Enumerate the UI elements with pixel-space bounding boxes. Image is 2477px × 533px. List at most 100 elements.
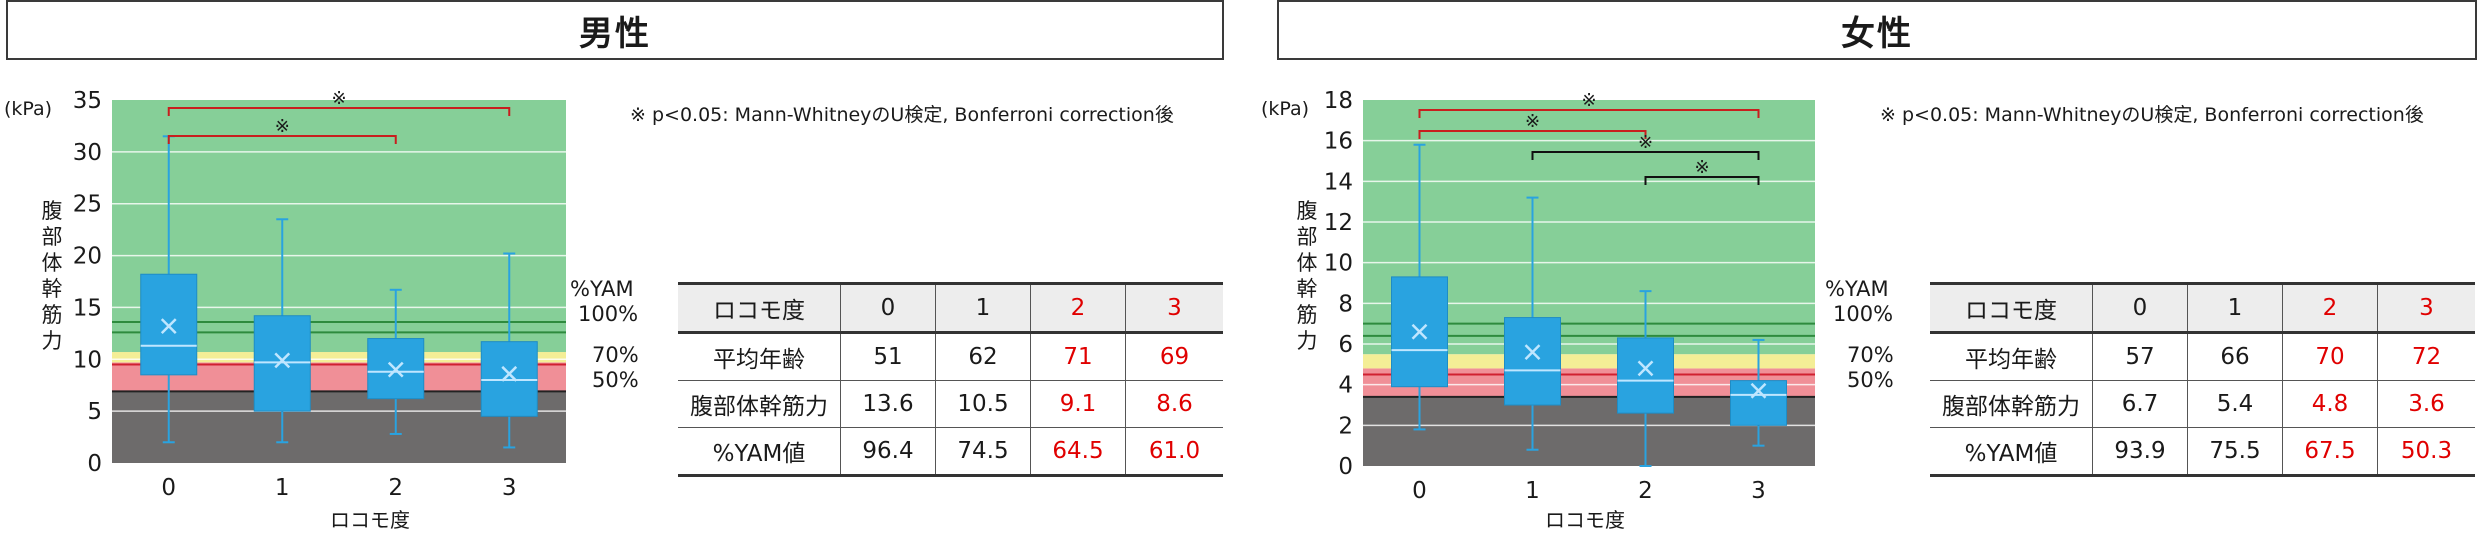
significance-mark: ※ [331,88,346,109]
box [1730,380,1787,426]
yam-70: 70% [1847,343,1894,367]
table-cell: 75.5 [2187,427,2283,477]
mean-marker [387,361,404,378]
panel-title: 男性 [6,0,1224,60]
y-tick-label: 12 [1324,210,1353,236]
table-header-cell: 3 [2377,282,2475,334]
significance-mark: ※ [1694,157,1709,178]
significance-bracket [1531,151,1760,160]
yam-100: 100% [578,302,639,326]
y-tick-label: 35 [73,88,102,114]
panel-male: 男性 (kPa) 腹部体幹筋力 0 5 10 15 20 25 30 35 0 1 2 3 ※ ※ ロコモ… [4,0,1224,532]
panel-female: 女性 (kPa) 腹部体幹筋力 0 2 4 6 8 10 12 14 16 18 0 1 2 3 ※ ※ ※ ※ … [1255,0,2477,533]
table-header-cell: ロコモ度 [678,282,841,334]
y-tick-label: 8 [1338,291,1353,317]
y-unit: (kPa) [1261,98,1310,120]
table-row: %YAM値 96.4 74.5 64.5 61.0 [678,427,1223,477]
significance-mark: ※ [1638,132,1653,153]
y-axis-label: 腹部体幹筋力 [41,199,63,353]
table-cell: 57 [2092,331,2188,381]
table-cell: 5.4 [2187,380,2283,428]
table-row: 平均年齢 51 62 71 69 [678,331,1223,381]
y-tick-label: 16 [1324,129,1353,155]
mean-marker [501,365,518,382]
y-tick-label: 0 [1338,454,1353,480]
panel-title: 女性 [1277,0,2477,60]
y-unit: (kPa) [4,98,53,120]
table-cell: 69 [1125,331,1223,381]
yam-50: 50% [592,368,639,392]
mean-marker [1750,382,1767,399]
table-cell: 51 [840,331,936,381]
significance-bracket [1418,130,1647,139]
y-tick-label: 2 [1338,413,1353,439]
table-cell: 62 [935,331,1031,381]
yam-title: %YAM [570,277,634,301]
table-cell: 74.5 [935,427,1031,477]
y-tick-label: 25 [73,192,102,218]
table-header-cell: 1 [935,282,1031,334]
table-row: 腹部体幹筋力 6.7 5.4 4.8 3.6 [1930,380,2475,428]
significance-mark: ※ [1581,90,1596,111]
mean-marker [1524,344,1541,361]
y-tick-label: 10 [73,347,102,373]
table-header-cell: 3 [1125,282,1223,334]
table-header-row: ロコモ度 0 1 2 3 [1930,282,2475,334]
x-tick-label: 3 [502,475,517,501]
box [1504,317,1561,406]
significance-bracket [1644,176,1760,185]
mean-marker [1637,360,1654,377]
y-tick-label: 4 [1338,373,1353,399]
table-cell: 6.7 [2092,380,2188,428]
row-label: %YAM値 [1930,427,2093,477]
table-cell: 9.1 [1030,380,1126,428]
table-row: %YAM値 93.9 75.5 67.5 50.3 [1930,427,2475,477]
x-tick-label: 0 [161,475,176,501]
table-header-cell: 0 [2092,282,2188,334]
yam-legend: %YAM 100% 70% 50% [1825,277,1894,393]
y-tick-label: 20 [73,244,102,270]
table-header-cell: 2 [1030,282,1126,334]
significance-note: ※ p<0.05: Mann-WhitneyのU検定, Bonferroni c… [1880,104,2424,126]
box [253,315,311,412]
y-tick-label: 30 [73,140,102,166]
y-tick-label: 0 [87,451,102,477]
table-cell: 71 [1030,331,1126,381]
box [1617,337,1674,414]
table-cell: 66 [2187,331,2283,381]
x-tick-label: 1 [275,475,290,501]
table-header-cell: ロコモ度 [1930,282,2093,334]
table-cell: 10.5 [935,380,1031,428]
y-axis-label: 腹部体幹筋力 [1296,199,1318,353]
table-header-cell: 1 [2187,282,2283,334]
yam-legend: %YAM 100% 70% 50% [570,277,639,393]
table-cell: 96.4 [840,427,936,477]
table-cell: 50.3 [2377,427,2475,477]
x-tick-label: 0 [1412,478,1427,504]
significance-bracket [1418,109,1760,118]
yam-50: 50% [1847,368,1894,392]
table-row: 腹部体幹筋力 13.6 10.5 9.1 8.6 [678,380,1223,428]
significance-note: ※ p<0.05: Mann-WhitneyのU検定, Bonferroni c… [630,104,1174,126]
background-band [112,352,566,363]
row-label: 腹部体幹筋力 [678,380,841,428]
background-band [1363,354,1815,369]
y-tick-label: 18 [1324,88,1353,114]
table-header-cell: 2 [2282,282,2378,334]
yam-70: 70% [592,343,639,367]
yam-title: %YAM [1825,277,1889,301]
table-cell: 8.6 [1125,380,1223,428]
row-label: 平均年齢 [678,331,841,381]
table-cell: 93.9 [2092,427,2188,477]
table-cell: 72 [2377,331,2475,381]
x-tick-label: 1 [1525,478,1540,504]
significance-bracket [167,107,511,116]
y-tick-label: 10 [1324,251,1353,277]
boxplot-chart: 0 5 10 15 20 25 30 35 0 1 2 3 ※ ※ [73,88,566,501]
stats-table: ロコモ度 0 1 2 3 平均年齢 57 66 70 72 腹部体幹筋力 6.7… [1930,282,2475,477]
significance-mark: ※ [275,116,290,137]
significance-bracket [167,135,397,144]
table-cell: 70 [2282,331,2378,381]
x-axis-label: ロコモ度 [330,508,410,532]
